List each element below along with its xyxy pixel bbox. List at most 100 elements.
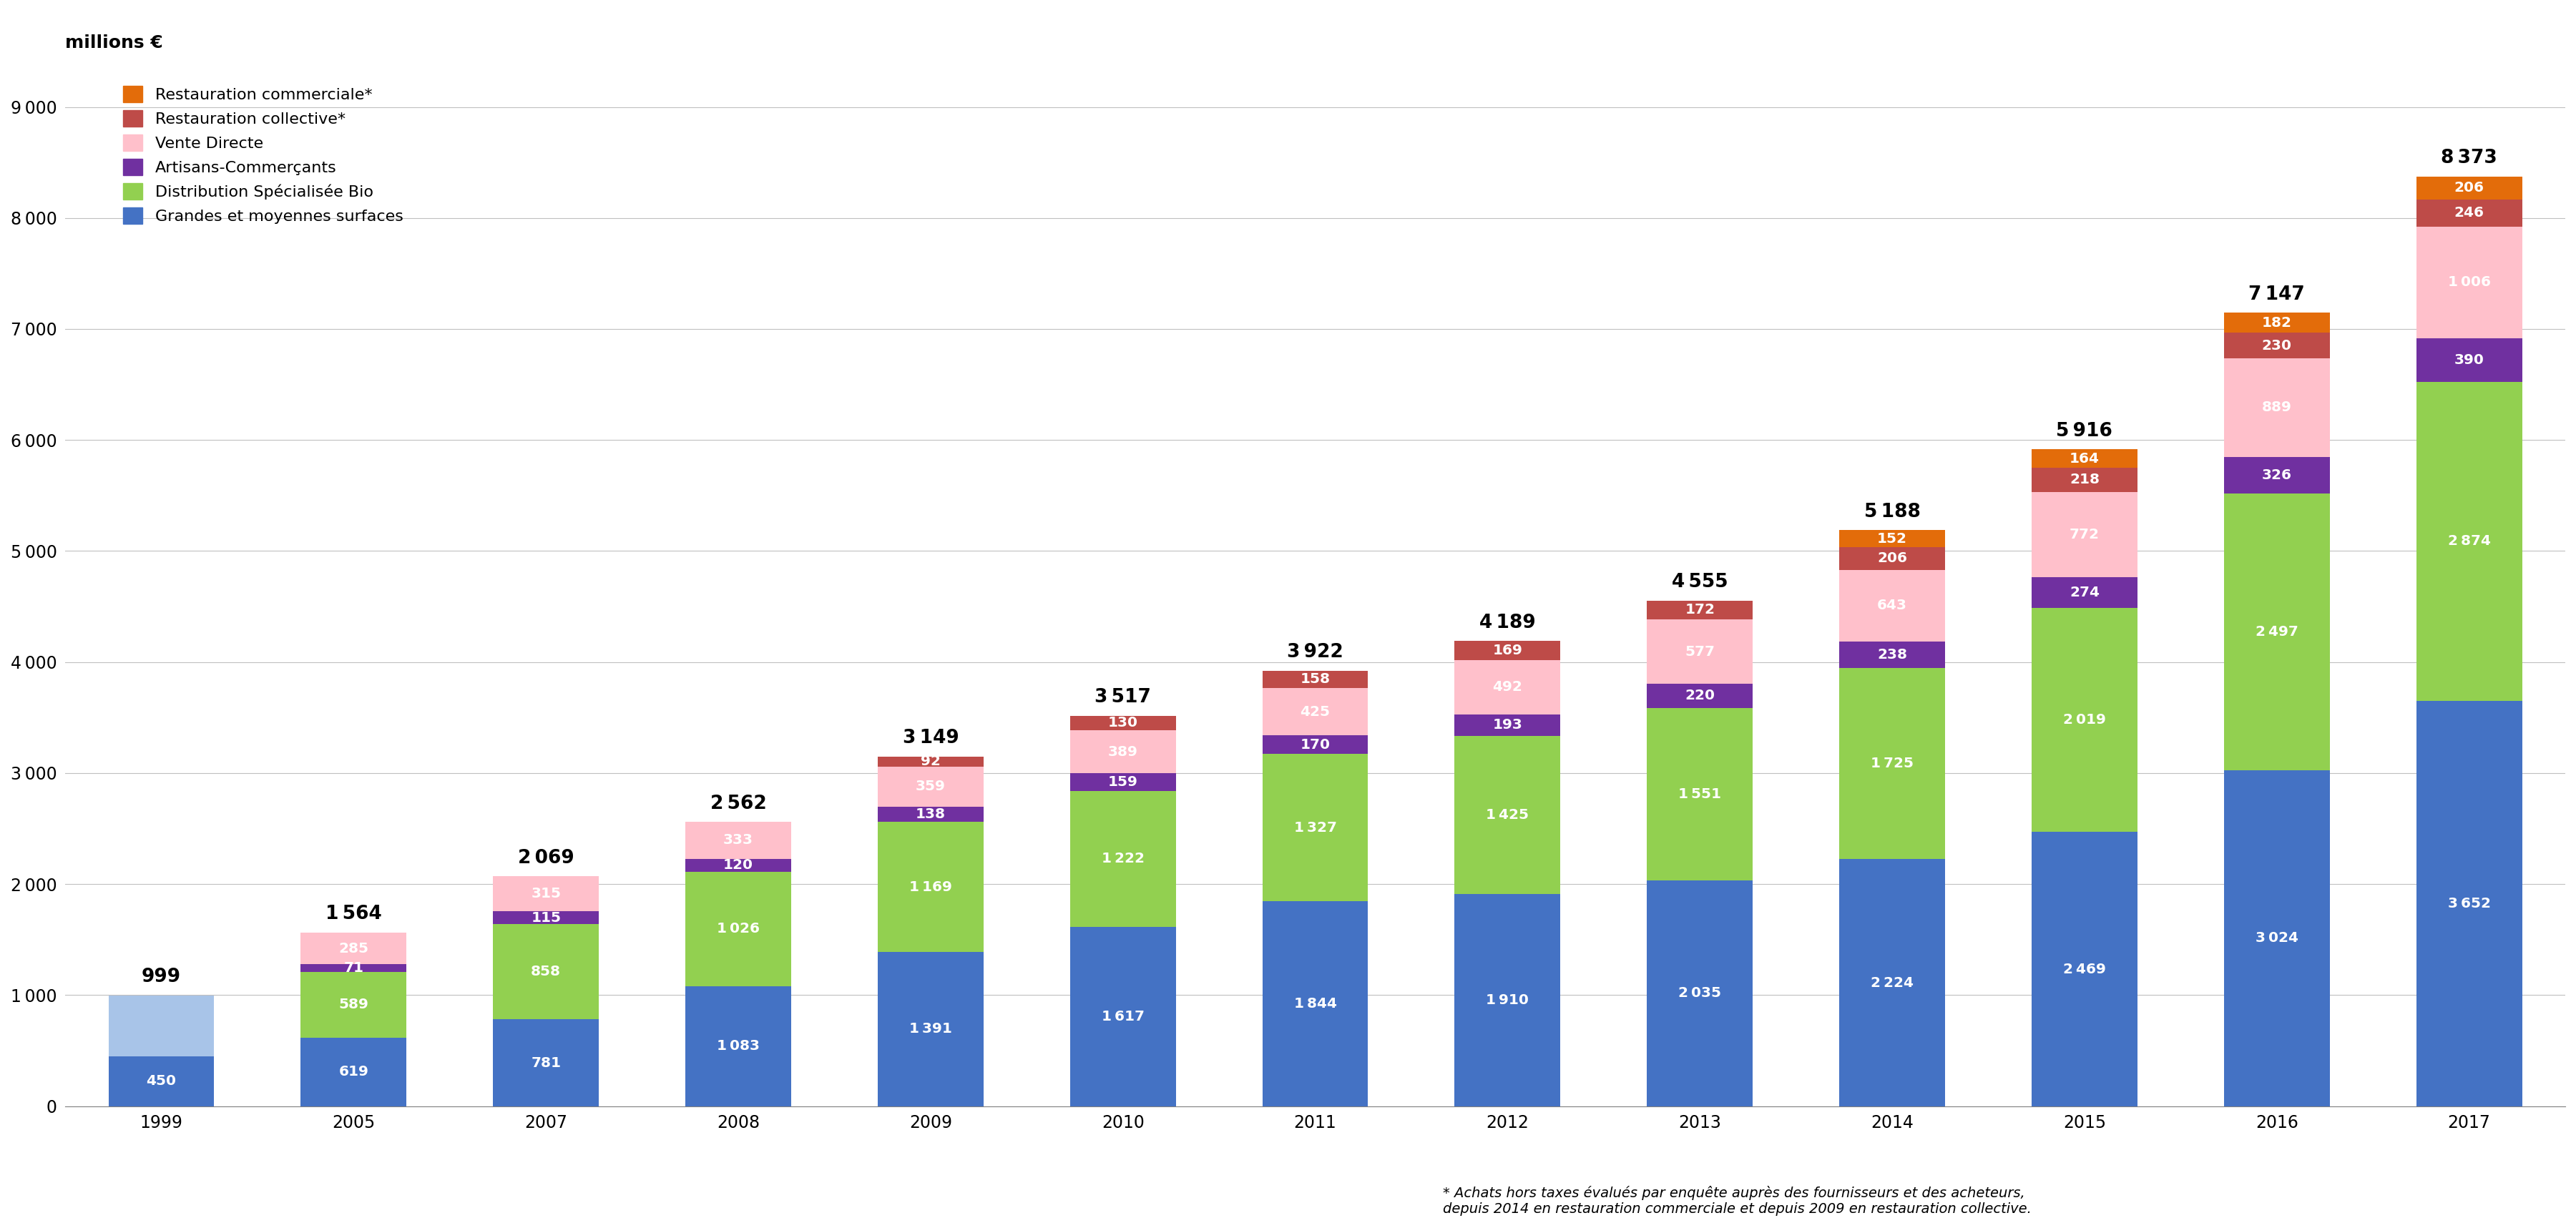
Text: 164: 164 bbox=[2069, 452, 2099, 465]
Bar bbox=[685, 986, 791, 1106]
Text: 1 222: 1 222 bbox=[1103, 852, 1144, 866]
Text: 218: 218 bbox=[2069, 473, 2099, 486]
Text: 1 725: 1 725 bbox=[1870, 756, 1914, 770]
Bar bbox=[2416, 382, 2522, 701]
Text: 138: 138 bbox=[914, 808, 945, 822]
Bar bbox=[2032, 491, 2138, 577]
Bar bbox=[1455, 659, 1561, 715]
Legend: Restauration commerciale*, Restauration collective*, Vente Directe, Artisans-Com: Restauration commerciale*, Restauration … bbox=[124, 86, 402, 223]
Text: 120: 120 bbox=[724, 858, 752, 872]
Bar bbox=[2416, 199, 2522, 227]
Text: 2 035: 2 035 bbox=[1680, 986, 1721, 1000]
Bar bbox=[1069, 716, 1175, 731]
Text: 326: 326 bbox=[2262, 468, 2293, 481]
Bar bbox=[2032, 608, 2138, 833]
Bar bbox=[301, 1038, 407, 1106]
Bar bbox=[685, 822, 791, 858]
Text: 425: 425 bbox=[1301, 705, 1329, 718]
Text: millions €: millions € bbox=[64, 34, 162, 52]
Bar bbox=[1839, 570, 1945, 641]
Text: 390: 390 bbox=[2455, 354, 2483, 367]
Text: 589: 589 bbox=[337, 998, 368, 1012]
Text: 5 188: 5 188 bbox=[1865, 502, 1919, 522]
Text: 1 391: 1 391 bbox=[909, 1022, 953, 1035]
Text: 158: 158 bbox=[1301, 673, 1329, 686]
Bar bbox=[1646, 620, 1752, 684]
Bar bbox=[878, 822, 984, 952]
Bar bbox=[2032, 468, 2138, 491]
Text: 71: 71 bbox=[343, 962, 363, 975]
Text: 152: 152 bbox=[1878, 532, 1906, 545]
Bar bbox=[878, 756, 984, 766]
Text: 1 169: 1 169 bbox=[909, 880, 953, 894]
Bar bbox=[1262, 688, 1368, 736]
Text: 230: 230 bbox=[2262, 339, 2293, 352]
Text: 389: 389 bbox=[1108, 745, 1139, 759]
Bar bbox=[492, 1019, 598, 1106]
Bar bbox=[492, 911, 598, 925]
Text: 7 147: 7 147 bbox=[2249, 285, 2306, 303]
Bar bbox=[1455, 894, 1561, 1106]
Bar bbox=[2416, 701, 2522, 1106]
Text: 159: 159 bbox=[1108, 775, 1139, 788]
Bar bbox=[878, 807, 984, 822]
Text: 889: 889 bbox=[2262, 400, 2293, 414]
Text: 115: 115 bbox=[531, 911, 562, 925]
Bar bbox=[2032, 833, 2138, 1106]
Text: 1 083: 1 083 bbox=[716, 1039, 760, 1052]
Text: 4 555: 4 555 bbox=[1672, 573, 1728, 592]
Text: 1 026: 1 026 bbox=[716, 922, 760, 936]
Bar bbox=[1839, 668, 1945, 860]
Text: 206: 206 bbox=[2455, 181, 2483, 195]
Bar bbox=[2223, 494, 2329, 770]
Bar bbox=[685, 872, 791, 986]
Bar bbox=[2416, 177, 2522, 199]
Bar bbox=[2223, 313, 2329, 333]
Bar bbox=[492, 877, 598, 911]
Bar bbox=[1455, 641, 1561, 659]
Text: 781: 781 bbox=[531, 1056, 562, 1070]
Bar bbox=[1069, 774, 1175, 791]
Bar bbox=[1839, 530, 1945, 546]
Bar bbox=[492, 925, 598, 1019]
Text: 193: 193 bbox=[1492, 718, 1522, 732]
Text: 999: 999 bbox=[142, 968, 180, 986]
Text: 549: 549 bbox=[147, 1019, 175, 1033]
Bar bbox=[2032, 449, 2138, 468]
Bar bbox=[1839, 546, 1945, 570]
Bar bbox=[1839, 860, 1945, 1106]
Text: 182: 182 bbox=[2262, 316, 2293, 329]
Text: 450: 450 bbox=[147, 1074, 175, 1088]
Text: 2 019: 2 019 bbox=[2063, 713, 2107, 727]
Bar bbox=[1646, 684, 1752, 709]
Bar bbox=[1262, 901, 1368, 1106]
Text: 772: 772 bbox=[2069, 528, 2099, 542]
Bar bbox=[1069, 791, 1175, 927]
Text: 2 069: 2 069 bbox=[518, 849, 574, 868]
Text: 172: 172 bbox=[1685, 603, 1716, 616]
Bar bbox=[878, 766, 984, 807]
Bar bbox=[1646, 600, 1752, 620]
Text: 8 373: 8 373 bbox=[2442, 149, 2496, 168]
Text: 1 551: 1 551 bbox=[1680, 787, 1721, 801]
Text: 3 652: 3 652 bbox=[2447, 896, 2491, 910]
Text: * Achats hors taxes évalués par enquête auprès des fournisseurs et des acheteurs: * Achats hors taxes évalués par enquête … bbox=[1443, 1186, 2032, 1216]
Text: 1 617: 1 617 bbox=[1103, 1009, 1144, 1023]
Text: 92: 92 bbox=[920, 755, 940, 769]
Text: 333: 333 bbox=[724, 834, 752, 847]
Text: 577: 577 bbox=[1685, 645, 1716, 658]
Bar bbox=[108, 995, 214, 1056]
Text: 220: 220 bbox=[1685, 689, 1716, 702]
Text: 1 327: 1 327 bbox=[1293, 822, 1337, 835]
Bar bbox=[1455, 715, 1561, 736]
Bar bbox=[2416, 338, 2522, 382]
Text: 2 469: 2 469 bbox=[2063, 963, 2107, 976]
Text: 274: 274 bbox=[2069, 586, 2099, 599]
Text: 643: 643 bbox=[1878, 599, 1906, 613]
Text: 1 564: 1 564 bbox=[325, 905, 381, 923]
Text: 2 562: 2 562 bbox=[711, 795, 768, 813]
Text: 170: 170 bbox=[1301, 738, 1329, 752]
Text: 1 006: 1 006 bbox=[2447, 275, 2491, 290]
Bar bbox=[1646, 709, 1752, 880]
Bar bbox=[108, 995, 214, 1056]
